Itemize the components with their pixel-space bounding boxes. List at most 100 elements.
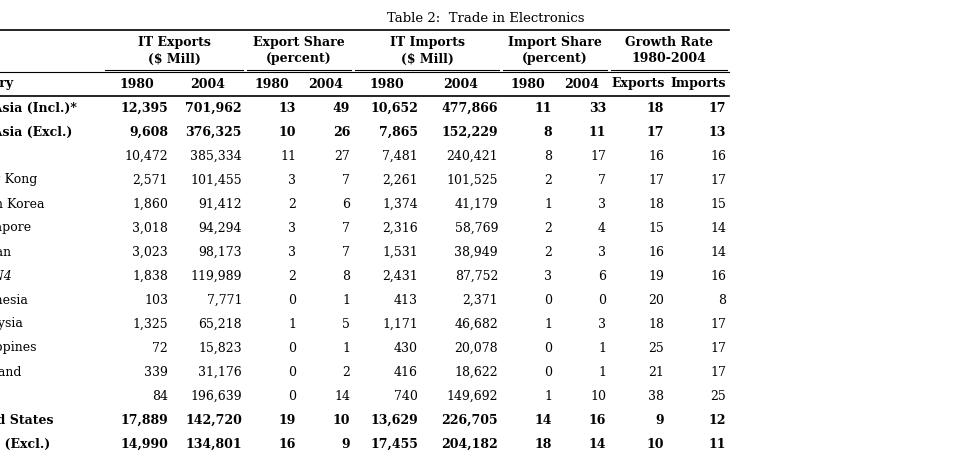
Text: Taiwan: Taiwan bbox=[0, 246, 11, 259]
Text: Table 2:  Trade in Electronics: Table 2: Trade in Electronics bbox=[386, 12, 585, 25]
Text: 19: 19 bbox=[279, 414, 296, 426]
Text: Export Share
(percent): Export Share (percent) bbox=[253, 36, 345, 65]
Text: 477,866: 477,866 bbox=[442, 101, 498, 114]
Text: Imports: Imports bbox=[670, 77, 725, 90]
Text: 204,182: 204,182 bbox=[441, 437, 498, 450]
Text: 7,771: 7,771 bbox=[207, 294, 242, 307]
Text: 196,639: 196,639 bbox=[190, 390, 242, 402]
Text: 701,962: 701,962 bbox=[185, 101, 242, 114]
Text: 18: 18 bbox=[648, 197, 664, 211]
Text: 13: 13 bbox=[709, 125, 726, 138]
Text: 17: 17 bbox=[710, 318, 726, 331]
Text: 16: 16 bbox=[710, 270, 726, 283]
Text: 18: 18 bbox=[647, 101, 664, 114]
Text: 1980: 1980 bbox=[370, 77, 404, 90]
Text: 10: 10 bbox=[279, 125, 296, 138]
Text: 72: 72 bbox=[152, 342, 168, 355]
Text: 14: 14 bbox=[710, 246, 726, 259]
Text: 6: 6 bbox=[342, 197, 350, 211]
Text: IT Imports
($ Mill): IT Imports ($ Mill) bbox=[389, 36, 464, 65]
Text: 1: 1 bbox=[342, 294, 350, 307]
Text: 16: 16 bbox=[648, 149, 664, 162]
Text: 2: 2 bbox=[544, 246, 552, 259]
Text: 1,860: 1,860 bbox=[132, 197, 168, 211]
Text: 2: 2 bbox=[544, 221, 552, 235]
Text: 17: 17 bbox=[710, 173, 726, 187]
Text: 10,652: 10,652 bbox=[370, 101, 418, 114]
Text: 3: 3 bbox=[598, 246, 606, 259]
Text: 7: 7 bbox=[598, 173, 606, 187]
Text: 98,173: 98,173 bbox=[198, 246, 242, 259]
Text: 10,472: 10,472 bbox=[124, 149, 168, 162]
Text: 0: 0 bbox=[288, 390, 296, 402]
Text: 38: 38 bbox=[648, 390, 664, 402]
Text: 49: 49 bbox=[333, 101, 350, 114]
Text: 134,801: 134,801 bbox=[185, 437, 242, 450]
Text: 16: 16 bbox=[710, 149, 726, 162]
Text: Singapore: Singapore bbox=[0, 221, 31, 235]
Text: Thailand: Thailand bbox=[0, 366, 21, 378]
Text: 2: 2 bbox=[342, 366, 350, 378]
Text: 2: 2 bbox=[288, 270, 296, 283]
Text: 3: 3 bbox=[598, 318, 606, 331]
Text: 0: 0 bbox=[598, 294, 606, 307]
Text: IT Exports
($ Mill): IT Exports ($ Mill) bbox=[138, 36, 211, 65]
Text: 21: 21 bbox=[648, 366, 664, 378]
Text: 13: 13 bbox=[279, 101, 296, 114]
Text: 119,989: 119,989 bbox=[190, 270, 242, 283]
Text: 12,395: 12,395 bbox=[120, 101, 168, 114]
Text: East Asia (Excl.): East Asia (Excl.) bbox=[0, 125, 73, 138]
Text: 0: 0 bbox=[288, 342, 296, 355]
Text: East Asia (Incl.)*: East Asia (Incl.)* bbox=[0, 101, 77, 114]
Text: 0: 0 bbox=[544, 366, 552, 378]
Text: 33: 33 bbox=[588, 101, 606, 114]
Text: 12: 12 bbox=[709, 414, 726, 426]
Text: 1: 1 bbox=[288, 318, 296, 331]
Text: 1: 1 bbox=[544, 318, 552, 331]
Text: 2,316: 2,316 bbox=[383, 221, 418, 235]
Text: Philippines: Philippines bbox=[0, 342, 37, 355]
Text: 149,692: 149,692 bbox=[447, 390, 498, 402]
Text: 3: 3 bbox=[288, 221, 296, 235]
Text: 14: 14 bbox=[710, 221, 726, 235]
Text: 376,325: 376,325 bbox=[185, 125, 242, 138]
Text: 11: 11 bbox=[709, 437, 726, 450]
Text: 8: 8 bbox=[342, 270, 350, 283]
Text: 5: 5 bbox=[342, 318, 350, 331]
Text: 385,334: 385,334 bbox=[190, 149, 242, 162]
Text: 0: 0 bbox=[544, 294, 552, 307]
Text: 240,421: 240,421 bbox=[447, 149, 498, 162]
Text: 0: 0 bbox=[288, 294, 296, 307]
Text: 339: 339 bbox=[144, 366, 168, 378]
Text: 1: 1 bbox=[598, 366, 606, 378]
Text: 8: 8 bbox=[544, 149, 552, 162]
Text: 17: 17 bbox=[648, 173, 664, 187]
Text: 2,371: 2,371 bbox=[462, 294, 498, 307]
Text: 65,218: 65,218 bbox=[198, 318, 242, 331]
Text: 16: 16 bbox=[588, 414, 606, 426]
Text: 7: 7 bbox=[342, 221, 350, 235]
Text: 18,622: 18,622 bbox=[454, 366, 498, 378]
Text: 14: 14 bbox=[534, 414, 552, 426]
Text: 11: 11 bbox=[280, 149, 296, 162]
Text: 17: 17 bbox=[590, 149, 606, 162]
Text: Import Share
(percent): Import Share (percent) bbox=[508, 36, 602, 65]
Text: 2004: 2004 bbox=[564, 77, 599, 90]
Text: 18: 18 bbox=[535, 437, 552, 450]
Text: Hong Kong: Hong Kong bbox=[0, 173, 37, 187]
Text: 91,412: 91,412 bbox=[198, 197, 242, 211]
Text: 38,949: 38,949 bbox=[454, 246, 498, 259]
Text: 226,705: 226,705 bbox=[442, 414, 498, 426]
Text: 2: 2 bbox=[544, 173, 552, 187]
Text: Indonesia: Indonesia bbox=[0, 294, 28, 307]
Text: 19: 19 bbox=[648, 270, 664, 283]
Text: 17,889: 17,889 bbox=[120, 414, 168, 426]
Text: 740: 740 bbox=[394, 390, 418, 402]
Text: 27: 27 bbox=[334, 149, 350, 162]
Text: 416: 416 bbox=[394, 366, 418, 378]
Text: 1980: 1980 bbox=[119, 77, 154, 90]
Text: 101,455: 101,455 bbox=[190, 173, 242, 187]
Text: 3: 3 bbox=[288, 246, 296, 259]
Text: 17: 17 bbox=[647, 125, 664, 138]
Text: 26: 26 bbox=[333, 125, 350, 138]
